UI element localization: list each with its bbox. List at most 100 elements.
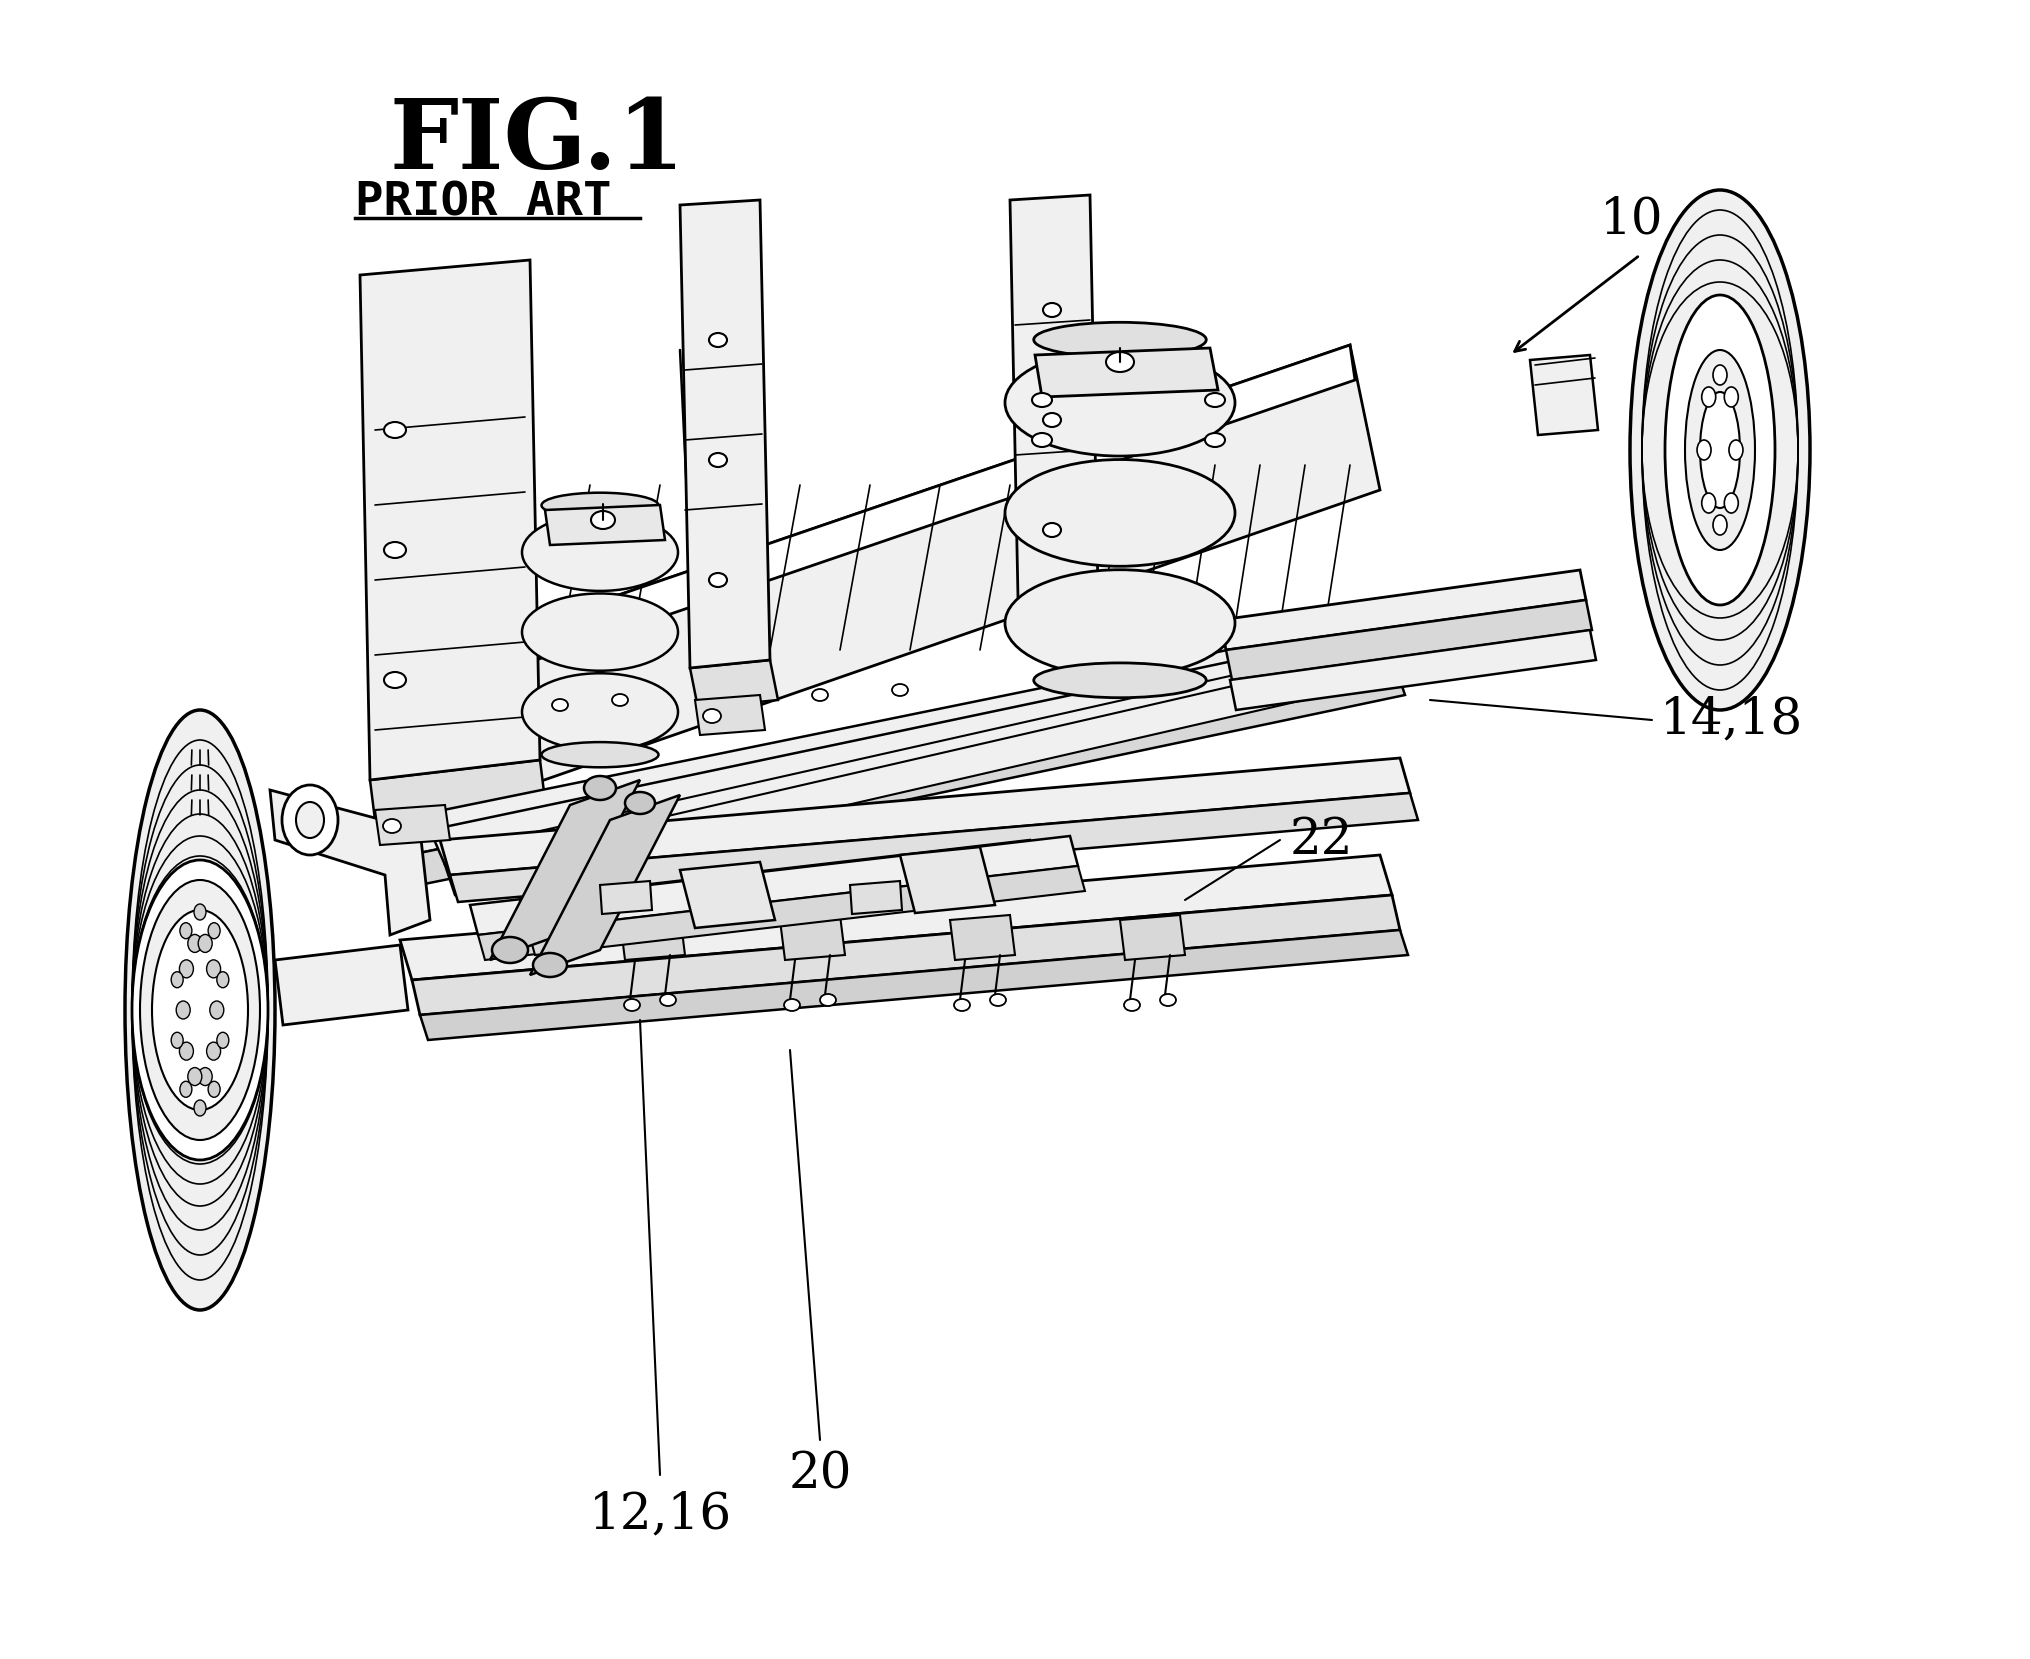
Text: 20: 20: [788, 1450, 853, 1500]
Ellipse shape: [195, 904, 205, 921]
Ellipse shape: [784, 999, 800, 1010]
Ellipse shape: [181, 922, 193, 939]
Polygon shape: [400, 854, 1393, 980]
Ellipse shape: [542, 493, 658, 518]
Ellipse shape: [1713, 514, 1728, 534]
Ellipse shape: [812, 688, 828, 702]
Polygon shape: [690, 660, 777, 708]
Ellipse shape: [152, 911, 248, 1110]
Ellipse shape: [207, 1042, 221, 1060]
Ellipse shape: [384, 672, 406, 688]
Ellipse shape: [1699, 392, 1740, 508]
Ellipse shape: [522, 674, 678, 750]
Polygon shape: [270, 790, 430, 936]
Polygon shape: [369, 345, 1354, 715]
Polygon shape: [899, 848, 995, 912]
Polygon shape: [530, 795, 680, 975]
Ellipse shape: [1125, 999, 1141, 1010]
Ellipse shape: [132, 859, 268, 1160]
Polygon shape: [489, 780, 639, 961]
Polygon shape: [1011, 196, 1098, 597]
Ellipse shape: [954, 999, 970, 1010]
Ellipse shape: [181, 1082, 193, 1097]
Polygon shape: [420, 931, 1409, 1040]
Ellipse shape: [207, 961, 221, 977]
Ellipse shape: [1043, 523, 1062, 538]
Polygon shape: [376, 805, 451, 844]
Polygon shape: [412, 894, 1401, 1015]
Polygon shape: [451, 793, 1419, 902]
Polygon shape: [851, 881, 901, 914]
Polygon shape: [1226, 601, 1592, 680]
Polygon shape: [477, 869, 1045, 961]
Ellipse shape: [1697, 440, 1711, 460]
Ellipse shape: [209, 922, 219, 939]
Ellipse shape: [820, 994, 836, 1005]
Polygon shape: [694, 695, 765, 735]
Ellipse shape: [1159, 994, 1175, 1005]
Ellipse shape: [171, 972, 183, 987]
Ellipse shape: [1206, 393, 1224, 406]
Text: PRIOR ART: PRIOR ART: [355, 179, 611, 226]
Polygon shape: [369, 680, 400, 839]
Ellipse shape: [1005, 569, 1234, 677]
Ellipse shape: [126, 710, 274, 1311]
Ellipse shape: [1206, 433, 1224, 446]
Ellipse shape: [522, 514, 678, 591]
Ellipse shape: [1685, 350, 1756, 551]
Ellipse shape: [585, 776, 615, 800]
Polygon shape: [680, 863, 775, 927]
Ellipse shape: [179, 961, 193, 977]
Polygon shape: [445, 665, 1405, 894]
Ellipse shape: [217, 1032, 229, 1048]
Ellipse shape: [623, 999, 639, 1010]
Ellipse shape: [522, 594, 678, 670]
Ellipse shape: [296, 801, 325, 838]
Polygon shape: [1220, 571, 1585, 650]
Ellipse shape: [177, 1000, 191, 1019]
Polygon shape: [619, 916, 684, 961]
Ellipse shape: [491, 937, 528, 962]
Ellipse shape: [1723, 387, 1738, 406]
Polygon shape: [369, 760, 544, 820]
Ellipse shape: [384, 542, 406, 557]
Polygon shape: [274, 946, 408, 1025]
Ellipse shape: [1033, 322, 1206, 357]
Polygon shape: [386, 660, 1374, 889]
Ellipse shape: [1730, 440, 1744, 460]
Polygon shape: [1531, 355, 1598, 435]
Polygon shape: [1121, 916, 1186, 961]
Ellipse shape: [660, 994, 676, 1005]
Ellipse shape: [611, 693, 627, 707]
Polygon shape: [544, 504, 666, 546]
Text: 12,16: 12,16: [589, 1490, 731, 1540]
Polygon shape: [680, 201, 769, 669]
Text: FIG.1: FIG.1: [390, 95, 686, 189]
Ellipse shape: [1723, 493, 1738, 513]
Ellipse shape: [1713, 365, 1728, 385]
Ellipse shape: [384, 820, 402, 833]
Ellipse shape: [1043, 304, 1062, 317]
Ellipse shape: [891, 684, 907, 697]
Ellipse shape: [1033, 664, 1206, 698]
Polygon shape: [528, 866, 1084, 956]
Ellipse shape: [1665, 295, 1774, 606]
Polygon shape: [1035, 348, 1218, 397]
Polygon shape: [359, 260, 540, 780]
Polygon shape: [780, 916, 844, 961]
Polygon shape: [520, 836, 1078, 931]
Ellipse shape: [189, 1068, 201, 1085]
Ellipse shape: [209, 1082, 219, 1097]
Text: 10: 10: [1600, 196, 1665, 244]
Ellipse shape: [171, 1032, 183, 1048]
Ellipse shape: [140, 879, 260, 1140]
Ellipse shape: [1043, 413, 1062, 426]
Ellipse shape: [199, 1068, 213, 1085]
Ellipse shape: [1005, 460, 1234, 566]
Ellipse shape: [625, 791, 656, 815]
Ellipse shape: [217, 972, 229, 987]
Polygon shape: [471, 839, 1037, 936]
Polygon shape: [601, 881, 652, 914]
Ellipse shape: [708, 453, 727, 466]
Ellipse shape: [199, 934, 213, 952]
